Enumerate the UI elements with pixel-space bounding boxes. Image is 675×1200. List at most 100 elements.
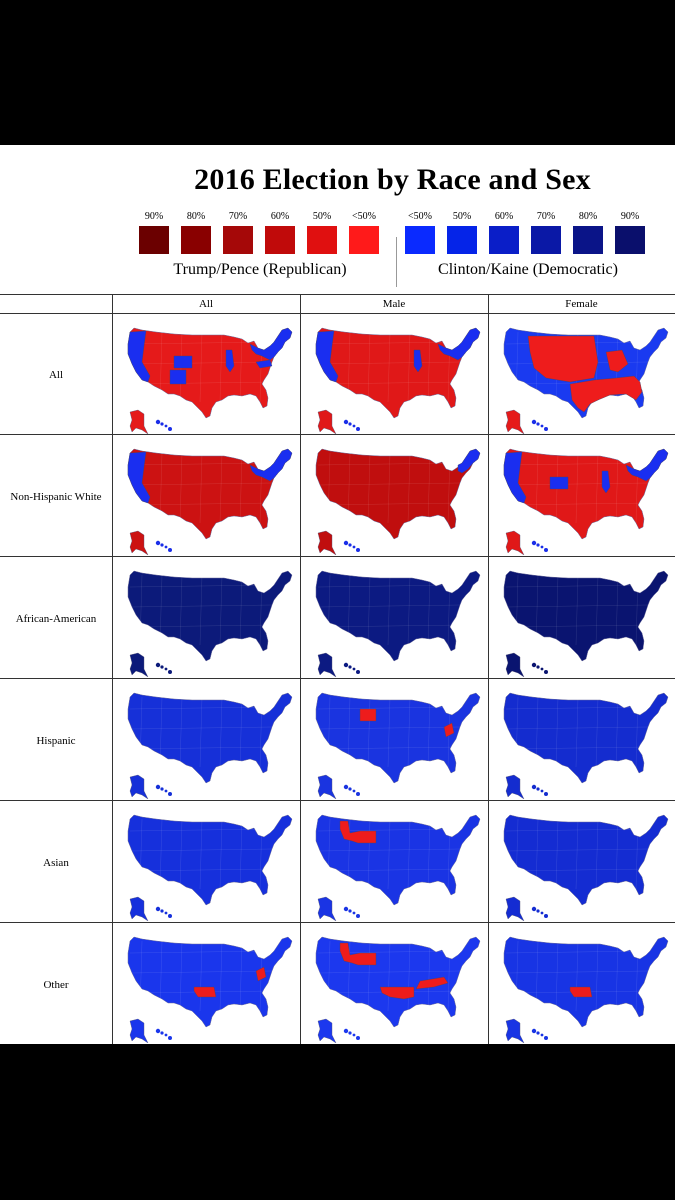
map-african-american-male (315, 570, 481, 677)
region-south (569, 375, 643, 413)
hawaii-island (168, 914, 172, 918)
state-border (595, 574, 599, 646)
state-border (447, 940, 451, 1012)
state-border (505, 584, 649, 588)
region-west-virginia (443, 722, 455, 738)
legend-swatch-republican-2: 70% (221, 210, 255, 254)
region-west-coast (127, 330, 151, 383)
state-border (505, 482, 649, 486)
hawaii-island (348, 909, 352, 913)
legend-swatch-label: 80% (186, 211, 206, 222)
state-border (407, 940, 411, 1012)
region-northeast (437, 327, 481, 361)
state-border (505, 950, 649, 954)
legend-swatch-democratic-0: <50% (403, 210, 437, 254)
hawaii-island (348, 422, 352, 426)
legend-divider (396, 237, 397, 287)
hawaii-island (536, 543, 540, 547)
legend-swatch-label: 50% (312, 211, 332, 222)
state-border (555, 696, 559, 768)
state-border (199, 818, 203, 890)
state-border (367, 696, 371, 768)
hawaii-island (536, 787, 540, 791)
hawaii-island (536, 422, 540, 426)
state-border (129, 828, 273, 832)
state-border (447, 818, 451, 890)
region-virginia (255, 359, 273, 369)
legend-color-box (405, 226, 435, 254)
alaska (317, 409, 337, 434)
hawaii-island (168, 427, 172, 431)
legend-swatch-label: <50% (408, 211, 432, 222)
hawaii-island (160, 422, 164, 426)
legend-swatch-label: 70% (536, 211, 556, 222)
state-border (179, 574, 183, 646)
legend-swatch-label: 80% (578, 211, 598, 222)
hawaii-island (164, 911, 168, 915)
state-border (407, 574, 411, 646)
state-border (615, 452, 619, 524)
state-border (515, 574, 519, 646)
state-border (129, 970, 273, 974)
hawaii-island (544, 548, 548, 552)
hawaii-island (356, 792, 360, 796)
state-border (347, 574, 351, 646)
state-border (317, 584, 461, 588)
row-header-non-hispanic-white: Non-Hispanic White (10, 491, 102, 503)
state-border (505, 828, 649, 832)
map-asian-male (315, 814, 481, 921)
legend-swatch-democratic-4: 80% (571, 210, 605, 254)
hawaii-island (343, 1028, 349, 1034)
state-border (347, 696, 351, 768)
hawaii-island (164, 789, 168, 793)
state-border (387, 818, 391, 890)
state-border (129, 502, 273, 506)
hawaii-island (531, 662, 537, 668)
map-all-male (315, 327, 481, 434)
state-border (317, 624, 461, 628)
state-border (317, 462, 461, 466)
state-border (129, 482, 273, 486)
hawaii-island (352, 789, 356, 793)
alaska (505, 774, 525, 799)
state-border (387, 331, 391, 403)
legend-swatch-label: 90% (144, 211, 164, 222)
state-border (219, 574, 223, 646)
legend-swatch-label: 60% (270, 211, 290, 222)
state-border (575, 940, 579, 1012)
hawaii-island (531, 540, 537, 546)
hawaii-island (348, 665, 352, 669)
state-border (407, 452, 411, 524)
state-border (317, 970, 461, 974)
region-west-coast (315, 330, 339, 383)
legend-republican-label: Trump/Pence (Republican) (173, 261, 347, 278)
legend-color-box (307, 226, 337, 254)
state-border (259, 452, 263, 524)
state-border (139, 574, 143, 646)
alaska (129, 774, 149, 799)
state-border (139, 818, 143, 890)
state-border (635, 696, 639, 768)
map-asian-female (503, 814, 669, 921)
hawaii-island (160, 787, 164, 791)
map-asian-all (127, 814, 293, 921)
map-other-female (503, 936, 669, 1043)
legend-color-box (447, 226, 477, 254)
state-border (615, 940, 619, 1012)
us-contiguous (127, 814, 293, 906)
state-border (407, 818, 411, 890)
alaska (505, 896, 525, 921)
alaska (317, 1018, 337, 1043)
state-border (317, 848, 461, 852)
state-border (199, 452, 203, 524)
hawaii-island (544, 427, 548, 431)
row-header-all: All (48, 369, 64, 381)
state-border (317, 361, 461, 365)
hawaii-island (352, 911, 356, 915)
state-border (317, 381, 461, 385)
state-border (129, 604, 273, 608)
state-border (129, 950, 273, 954)
hawaii-island (356, 1036, 360, 1040)
hawaii-island (343, 540, 349, 546)
hawaii-island (155, 540, 161, 546)
